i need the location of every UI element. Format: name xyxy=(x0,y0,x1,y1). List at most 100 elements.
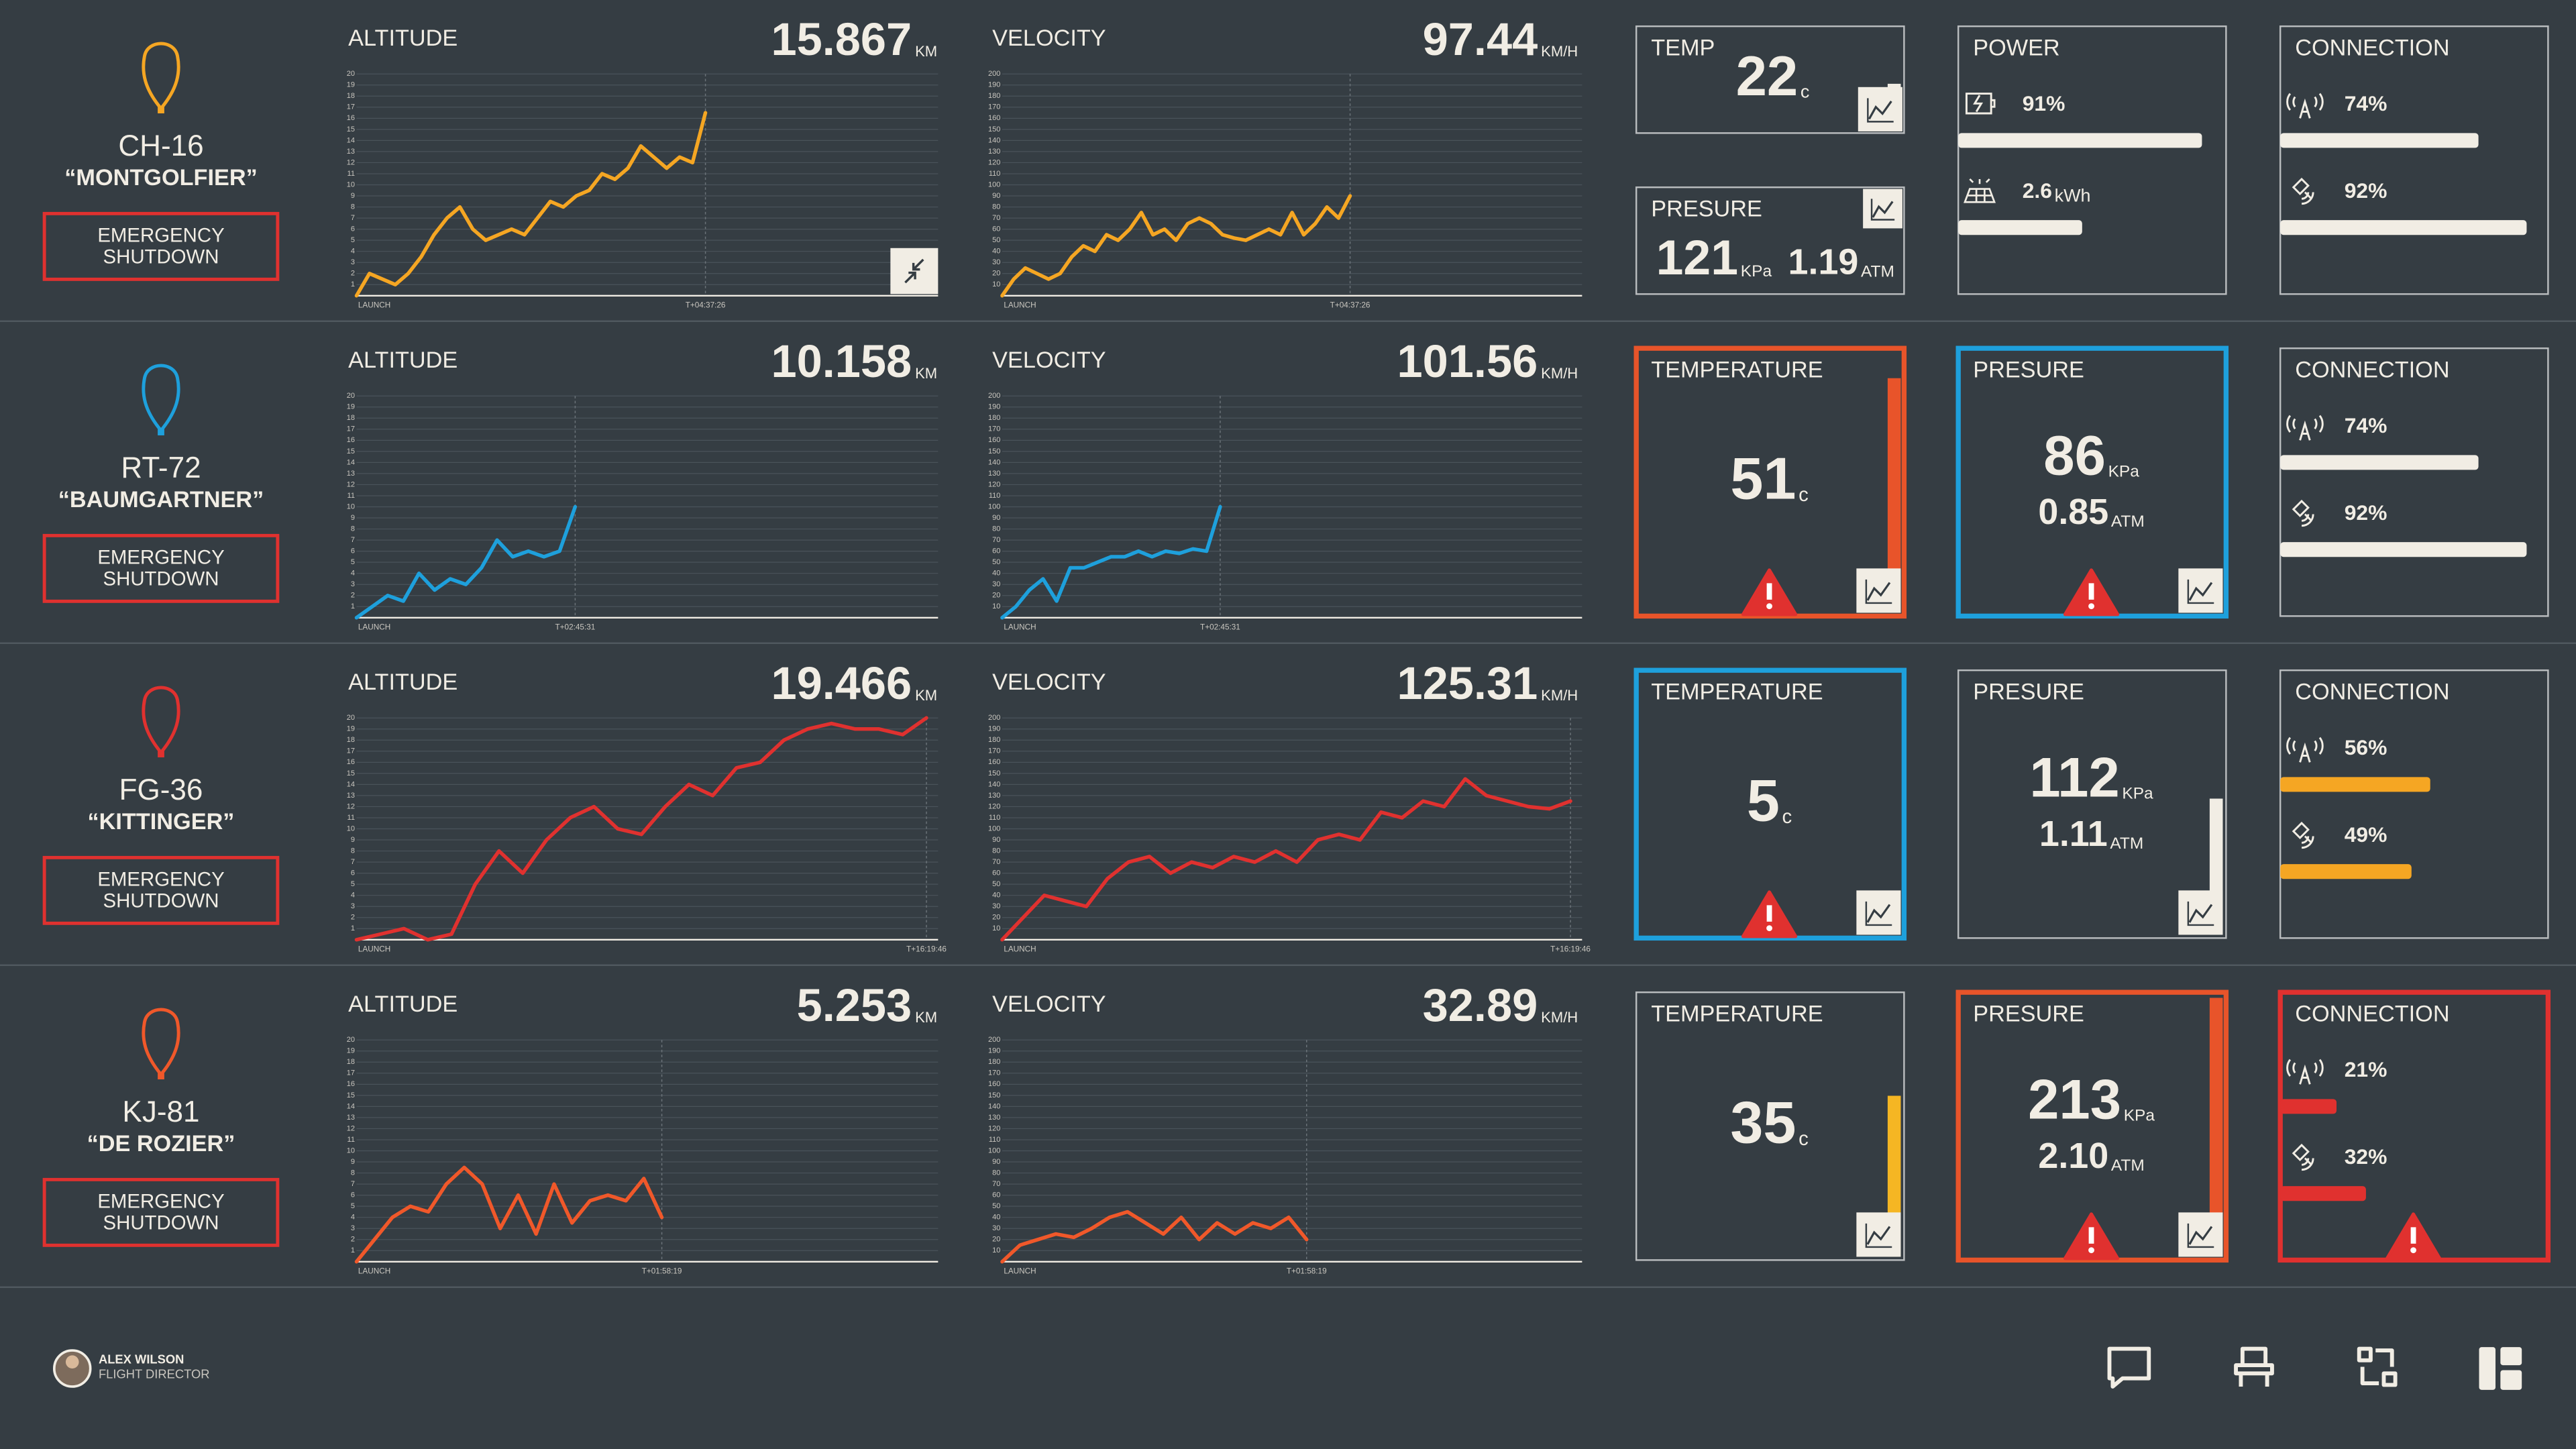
pressure-kpa-value: 213 xyxy=(2028,1069,2121,1131)
y-tick-label: 40 xyxy=(992,248,1000,256)
temperature-value: 51 xyxy=(1730,445,1796,511)
y-tick-label: 13 xyxy=(347,792,355,800)
y-tick-label: 2 xyxy=(351,914,355,922)
connection-title: CONNECTION xyxy=(2295,36,2449,61)
alert-dot xyxy=(2410,1247,2416,1254)
y-tick-label: 100 xyxy=(988,502,1000,511)
y-tick-label: 20 xyxy=(992,270,1000,278)
x-now-label: T+04:37:26 xyxy=(1330,301,1371,310)
chart-button[interactable] xyxy=(2178,1212,2223,1257)
connection-title: CONNECTION xyxy=(2295,680,2449,705)
chart-button[interactable] xyxy=(1863,189,1902,229)
chart-icon-axis xyxy=(2187,901,2214,926)
seat-button[interactable] xyxy=(2234,1346,2274,1387)
alert-dot xyxy=(2088,603,2094,610)
emergency-button[interactable] xyxy=(42,1177,280,1247)
y-tick-label: 50 xyxy=(992,1202,1000,1210)
y-tick-label: 50 xyxy=(992,236,1000,244)
user-role: FLIGHT DIRECTOR xyxy=(99,1367,210,1381)
y-tick-label: 190 xyxy=(988,1047,1000,1055)
y-tick-label: 13 xyxy=(347,148,355,156)
temperature-unit: c xyxy=(1799,484,1809,506)
chart-icon-axis xyxy=(1867,98,1894,123)
y-tick-label: 6 xyxy=(351,225,355,233)
chart-icon xyxy=(1872,201,1894,218)
chart-button[interactable] xyxy=(1856,890,1901,935)
x-start-label: LAUNCH xyxy=(358,301,390,310)
y-tick-label: 7 xyxy=(351,536,355,544)
collapse-button[interactable] xyxy=(890,248,938,294)
signal-icon xyxy=(2286,93,2324,119)
pressure-kpa-unit: KPa xyxy=(2122,785,2153,803)
y-tick-label: 70 xyxy=(992,858,1000,866)
connection-bar xyxy=(2280,1186,2366,1201)
chart-icon xyxy=(1868,101,1892,120)
y-tick-label: 3 xyxy=(351,258,355,266)
y-tick-label: 180 xyxy=(988,92,1000,100)
balloon-icon xyxy=(142,42,180,111)
y-tick-label: 7 xyxy=(351,1180,355,1188)
y-tick-label: 15 xyxy=(347,125,355,133)
y-tick-label: 3 xyxy=(351,1224,355,1232)
card xyxy=(2279,669,2549,939)
y-tick-label: 60 xyxy=(992,547,1000,555)
pressure-atm-value: 1.19 xyxy=(1788,242,1859,282)
pressure-kpa-unit: KPa xyxy=(1741,262,1772,280)
y-tick-label: 20 xyxy=(992,1236,1000,1244)
y-tick-label: 14 xyxy=(347,136,355,144)
balloon-id: RT-72 xyxy=(121,451,201,484)
emergency-button[interactable] xyxy=(42,533,280,603)
y-tick-label: 40 xyxy=(992,1214,1000,1222)
balloon-id: KJ-81 xyxy=(122,1095,199,1128)
y-tick-label: 110 xyxy=(989,1136,1001,1144)
emergency-button[interactable] xyxy=(42,211,280,281)
y-tick-label: 170 xyxy=(988,747,1000,755)
card xyxy=(1635,25,1905,134)
chart-button[interactable] xyxy=(1856,1212,1901,1257)
y-tick-label: 10 xyxy=(992,280,1000,288)
avatar-face xyxy=(65,1355,79,1368)
chart-button[interactable] xyxy=(2178,568,2223,613)
temperature-value: 35 xyxy=(1730,1089,1796,1155)
y-tick-label: 60 xyxy=(992,1191,1000,1199)
chart-icon-axis xyxy=(2187,579,2214,604)
y-tick-label: 8 xyxy=(351,1169,355,1177)
chat-button[interactable] xyxy=(2107,1346,2151,1389)
alert-mark xyxy=(2410,1227,2416,1244)
y-tick-label: 120 xyxy=(988,1124,1000,1132)
connection-reading: 92% xyxy=(2345,500,2387,525)
connection-reading: 56% xyxy=(2345,735,2387,759)
y-tick-label: 17 xyxy=(347,103,355,111)
y-tick-label: 140 xyxy=(988,780,1000,788)
chart-button[interactable] xyxy=(1858,87,1902,131)
x-now-label: T+16:19:46 xyxy=(906,945,947,954)
chart-icon-axis xyxy=(1865,579,1892,604)
altitude-value: 19.466 xyxy=(771,657,912,709)
balloon-name: “MONTGOLFIER” xyxy=(64,165,257,191)
altitude-label: ALTITUDE xyxy=(348,25,458,51)
y-tick-label: 90 xyxy=(992,192,1000,200)
connection-reading: 92% xyxy=(2345,178,2387,203)
x-now-label: T+01:58:19 xyxy=(1287,1267,1327,1276)
y-tick-label: 100 xyxy=(988,180,1000,189)
y-tick-label: 20 xyxy=(347,70,355,78)
y-tick-label: 170 xyxy=(988,1069,1000,1077)
y-tick-label: 2 xyxy=(351,1236,355,1244)
emergency-button[interactable] xyxy=(42,855,280,925)
pressure-kpa-value: 86 xyxy=(2043,425,2106,487)
y-tick-label: 5 xyxy=(351,1202,355,1210)
velocity-label: VELOCITY xyxy=(992,25,1106,51)
y-tick-label: 70 xyxy=(992,536,1000,544)
temperature-unit: c xyxy=(1801,81,1809,101)
y-tick-label: 9 xyxy=(351,1158,355,1166)
chart-button[interactable] xyxy=(1856,568,1901,613)
y-tick-label: 130 xyxy=(988,148,1000,156)
expand-button[interactable] xyxy=(2357,1346,2398,1387)
connection-bar xyxy=(2280,542,2527,557)
layout-button[interactable] xyxy=(2479,1347,2522,1390)
y-tick-label: 130 xyxy=(988,470,1000,478)
gauge xyxy=(2209,998,2223,1257)
chart-button[interactable] xyxy=(2178,890,2223,935)
